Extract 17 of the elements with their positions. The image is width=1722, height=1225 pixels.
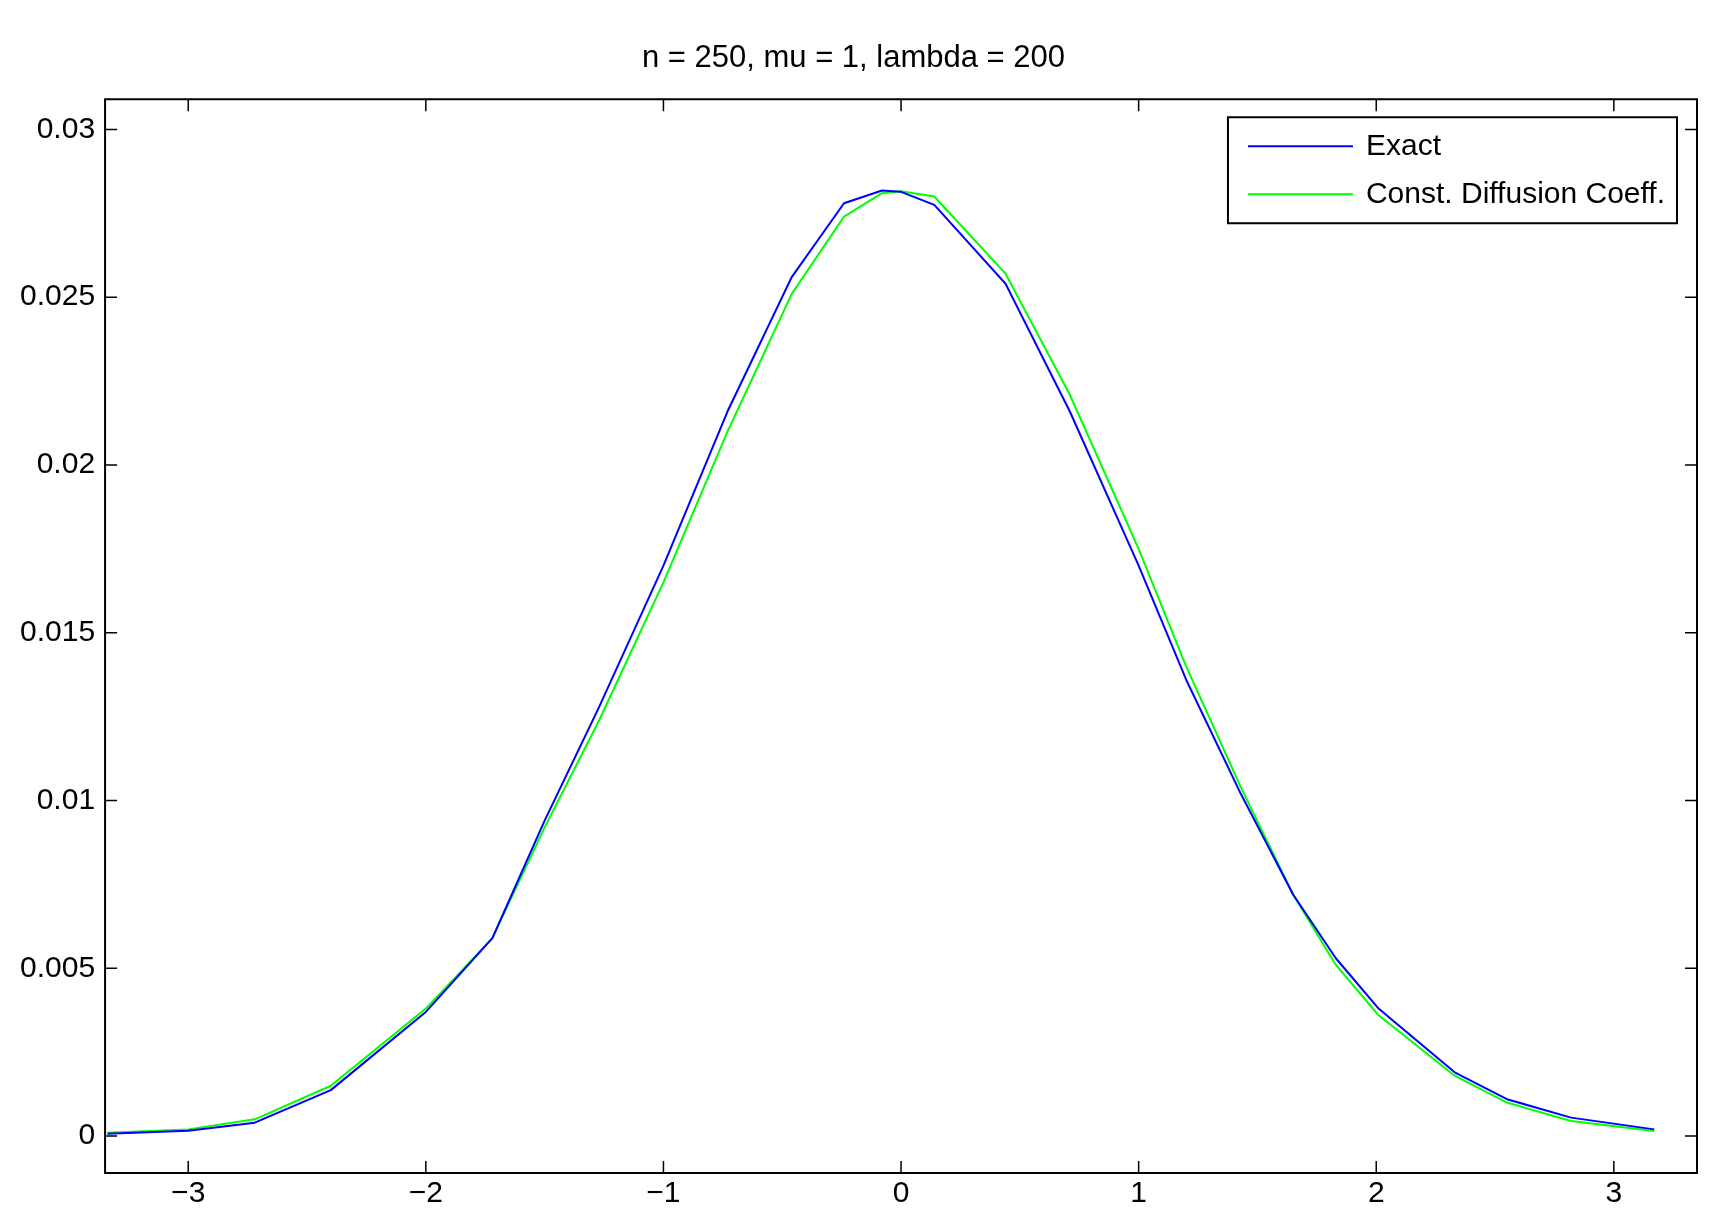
y-tick-label: 0.005 — [20, 949, 96, 983]
x-tick-label: 0 — [892, 1175, 910, 1209]
legend-label: Const. Diffusion Coeff. — [1365, 176, 1666, 210]
y-tick-label: 0.02 — [36, 446, 96, 480]
x-tick-label: −2 — [408, 1175, 443, 1209]
x-tick-label: −3 — [171, 1175, 206, 1209]
x-tick-label: −1 — [646, 1175, 681, 1209]
x-tick-label: 2 — [1367, 1175, 1385, 1209]
y-tick-label: 0.03 — [36, 110, 96, 144]
y-tick-label: 0 — [78, 1117, 96, 1151]
y-tick-label: 0.01 — [36, 781, 96, 815]
chart-title: n = 250, mu = 1, lambda = 200 — [641, 39, 1066, 75]
y-tick-label: 0.025 — [20, 278, 96, 312]
y-tick-label: 0.015 — [20, 614, 96, 648]
legend-label: Exact — [1365, 128, 1442, 162]
x-tick-label: 1 — [1130, 1175, 1147, 1209]
x-tick-label: 3 — [1605, 1175, 1623, 1209]
